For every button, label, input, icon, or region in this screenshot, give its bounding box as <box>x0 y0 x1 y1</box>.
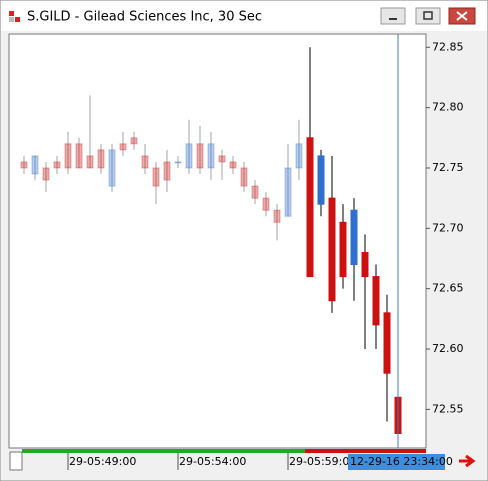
scroll-box[interactable] <box>9 451 23 471</box>
candle-body <box>361 251 369 278</box>
candle-body <box>97 149 105 169</box>
candle-body <box>64 143 72 169</box>
candle-body <box>295 143 303 169</box>
y-tick-label: 72.80 <box>432 101 464 114</box>
current-time-box <box>348 454 445 470</box>
y-tick-label: 72.85 <box>432 40 464 53</box>
scroll-right-arrow[interactable] <box>459 454 476 468</box>
candle-body <box>86 155 94 169</box>
minimize-button[interactable] <box>380 7 406 25</box>
close-button[interactable] <box>448 7 476 25</box>
app-icon <box>9 11 20 22</box>
candle-body <box>20 161 28 169</box>
candle-body <box>75 143 83 169</box>
candle-body <box>328 197 336 302</box>
candle-body <box>174 161 182 164</box>
candle-body <box>284 167 292 217</box>
candle-body <box>185 143 193 169</box>
x-tick-label: 29-05:49:00 <box>69 455 136 468</box>
candle-body <box>372 276 380 326</box>
x-tick-label: 29-05:59:00 <box>289 455 356 468</box>
candle-body <box>31 155 39 175</box>
y-tick-label: 72.65 <box>432 282 464 295</box>
y-tick-label: 72.55 <box>432 402 464 415</box>
candle-body <box>119 143 127 151</box>
maximize-button[interactable] <box>415 7 441 25</box>
candle-body <box>383 312 391 374</box>
scroll-visited <box>22 449 305 453</box>
title-bar <box>1 1 487 31</box>
candle-body <box>306 137 314 278</box>
candle-body <box>152 167 160 187</box>
candle-body <box>53 161 61 169</box>
candle-body <box>130 137 138 145</box>
current-time-label: 12-29-16 23:34:00 <box>350 455 453 468</box>
candle-body <box>317 155 325 205</box>
plot-area <box>8 33 427 449</box>
candle-body <box>108 149 116 187</box>
candle-body <box>350 209 358 266</box>
candle-body <box>339 221 347 278</box>
candle-body <box>218 155 226 163</box>
scroll-current[interactable] <box>305 449 426 453</box>
candle-body <box>42 167 50 181</box>
candle-body <box>163 161 171 181</box>
y-tick-label: 72.60 <box>432 342 464 355</box>
candle-body <box>240 167 248 187</box>
candle-body <box>141 155 149 169</box>
candle-body <box>207 143 215 169</box>
window-title: S.GILD - Gilead Sciences Inc, 30 Sec <box>27 10 262 25</box>
candle-body <box>273 209 281 223</box>
candle-body <box>251 185 259 199</box>
y-tick-label: 72.75 <box>432 161 464 174</box>
x-tick-label: 29-05:54:00 <box>179 455 246 468</box>
y-tick-label: 72.70 <box>432 221 464 234</box>
plot <box>20 34 402 448</box>
candle-body <box>229 161 237 169</box>
candle-body <box>262 197 270 211</box>
candle-body <box>196 143 204 169</box>
